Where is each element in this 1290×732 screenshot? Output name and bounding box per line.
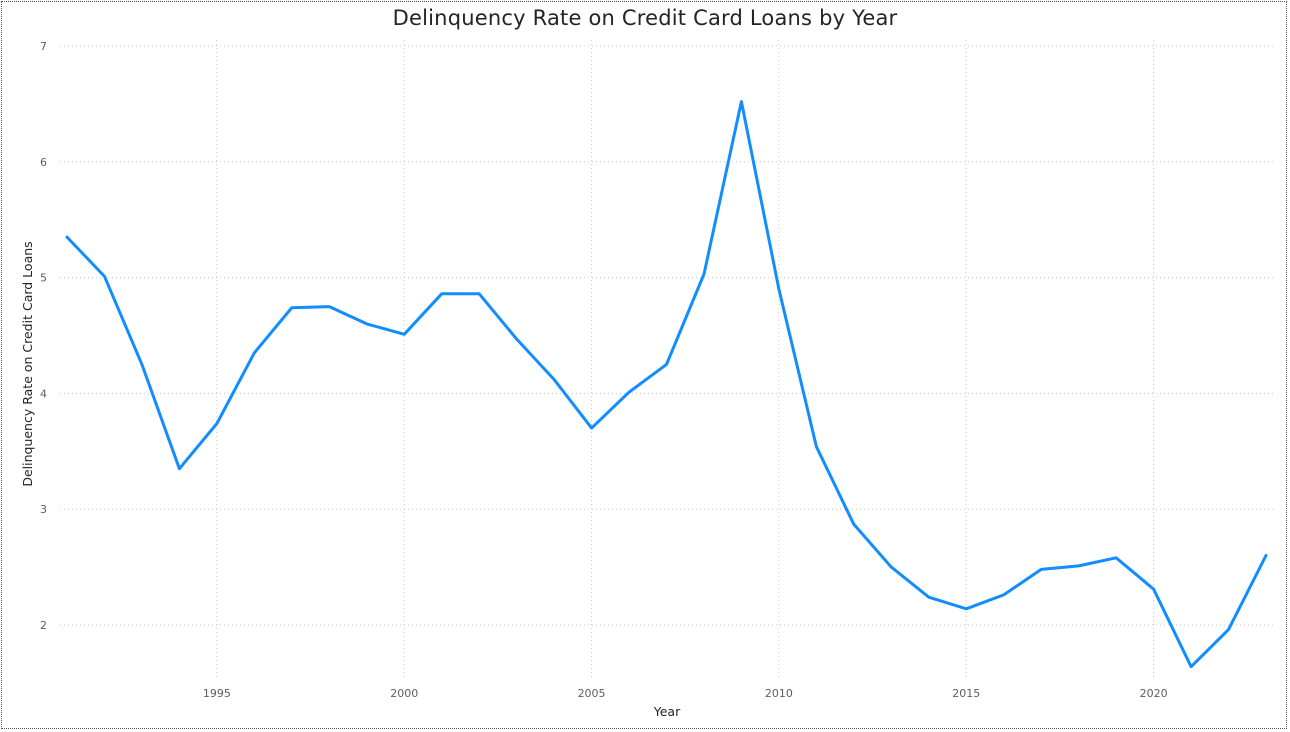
data-point[interactable] xyxy=(550,376,558,384)
x-tick-label: 2010 xyxy=(765,687,793,700)
series-line xyxy=(65,100,1268,669)
y-tick-label: 6 xyxy=(40,156,47,169)
x-axis-ticks: 1995 2000 2005 2010 2015 2020 xyxy=(203,687,1168,700)
data-point[interactable] xyxy=(175,465,183,473)
data-point[interactable] xyxy=(625,388,633,396)
data-point[interactable] xyxy=(513,335,521,343)
y-axis-title: Delinquency Rate on Credit Card Loans xyxy=(20,241,35,486)
data-point[interactable] xyxy=(1000,591,1008,599)
data-point[interactable] xyxy=(100,272,108,280)
data-point[interactable] xyxy=(588,424,596,432)
x-axis-title: Year xyxy=(653,704,681,719)
data-point[interactable] xyxy=(138,360,146,368)
data-point[interactable] xyxy=(775,285,783,293)
data-point[interactable] xyxy=(325,303,333,311)
data-point[interactable] xyxy=(737,98,745,106)
data-point[interactable] xyxy=(363,320,371,328)
data-point[interactable] xyxy=(213,420,221,428)
y-tick-label: 7 xyxy=(40,40,47,53)
grid-lines xyxy=(60,40,1274,680)
data-point[interactable] xyxy=(962,605,970,613)
data-point[interactable] xyxy=(400,330,408,338)
data-point[interactable] xyxy=(1037,565,1045,573)
x-tick-label: 2020 xyxy=(1140,687,1168,700)
data-point[interactable] xyxy=(1150,585,1158,593)
y-axis-ticks: 2 3 4 5 6 7 xyxy=(40,40,47,632)
x-tick-label: 1995 xyxy=(203,687,231,700)
data-point[interactable] xyxy=(1225,626,1233,634)
data-point[interactable] xyxy=(812,443,820,451)
data-point[interactable] xyxy=(1112,554,1120,562)
data-point[interactable] xyxy=(925,593,933,601)
data-point[interactable] xyxy=(250,349,258,357)
x-tick-label: 2005 xyxy=(578,687,606,700)
chart-title: Delinquency Rate on Credit Card Loans by… xyxy=(392,6,898,30)
data-point[interactable] xyxy=(663,360,671,368)
series-layer xyxy=(63,98,1270,671)
data-point[interactable] xyxy=(475,290,483,298)
data-point[interactable] xyxy=(887,563,895,571)
data-point[interactable] xyxy=(288,304,296,312)
y-tick-label: 3 xyxy=(40,503,47,516)
data-point[interactable] xyxy=(1262,552,1270,560)
x-tick-label: 2000 xyxy=(390,687,418,700)
data-point[interactable] xyxy=(1075,562,1083,570)
data-point[interactable] xyxy=(438,290,446,298)
y-tick-label: 2 xyxy=(40,619,47,632)
data-point[interactable] xyxy=(63,233,71,241)
data-point[interactable] xyxy=(850,520,858,528)
x-tick-label: 2015 xyxy=(952,687,980,700)
y-tick-label: 4 xyxy=(40,387,47,400)
data-point[interactable] xyxy=(1187,663,1195,671)
data-point[interactable] xyxy=(700,270,708,278)
y-tick-label: 5 xyxy=(40,272,47,285)
